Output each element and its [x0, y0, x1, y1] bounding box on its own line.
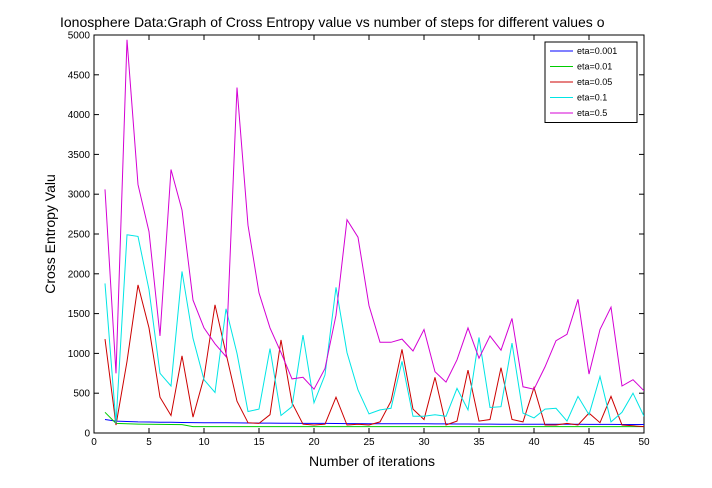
x-tick-label: 0 [91, 437, 97, 448]
x-tick-label: 35 [473, 437, 485, 448]
y-tick-label: 5000 [68, 31, 91, 42]
legend-label: eta=0.001 [577, 46, 617, 56]
x-tick-label: 15 [253, 437, 265, 448]
x-axis-title: Number of iterations [309, 453, 435, 469]
y-axis-title: Cross Entropy Valu [42, 174, 58, 294]
y-tick-label: 4000 [68, 110, 91, 121]
legend-label: eta=0.5 [577, 108, 607, 118]
series-line-eta-0-1 [104, 234, 644, 424]
legend: eta=0.001 eta=0.01 eta=0.05 eta=0.1 eta=0.5 [544, 41, 638, 123]
legend-label: eta=0.1 [577, 93, 607, 103]
x-tick-label: 40 [528, 437, 540, 448]
legend-label: eta=0.01 [577, 62, 612, 72]
chart-title: Ionosphere Data:Graph of Cross Entropy v… [60, 14, 605, 30]
y-tick-label: 3000 [68, 190, 91, 201]
x-tick-label: 25 [363, 437, 375, 448]
series-line-eta-0-5 [104, 39, 644, 392]
axis-ticks: 0 5 10 15 20 25 30 35 40 45 5005001000150020002500… [68, 31, 650, 449]
x-tick-label: 10 [198, 437, 210, 448]
x-tick-label: 5 [146, 437, 152, 448]
x-tick-label: 30 [418, 437, 430, 448]
y-tick-label: 2000 [68, 269, 91, 280]
y-tick-label: 500 [73, 389, 90, 400]
series-line-eta-0-01 [104, 411, 644, 428]
series-lines [104, 39, 644, 428]
series-line-eta-0-05 [104, 284, 644, 428]
x-tick-label: 45 [583, 437, 595, 448]
x-tick-label: 20 [308, 437, 320, 448]
y-tick-label: 0 [84, 429, 90, 440]
y-tick-label: 2500 [68, 230, 91, 241]
x-tick-label: 50 [638, 437, 650, 448]
legend-label: eta=0.05 [577, 77, 612, 87]
y-tick-label: 4500 [68, 70, 91, 81]
y-tick-label: 1500 [68, 309, 91, 320]
y-tick-label: 1000 [68, 349, 91, 360]
y-tick-label: 3500 [68, 150, 91, 161]
